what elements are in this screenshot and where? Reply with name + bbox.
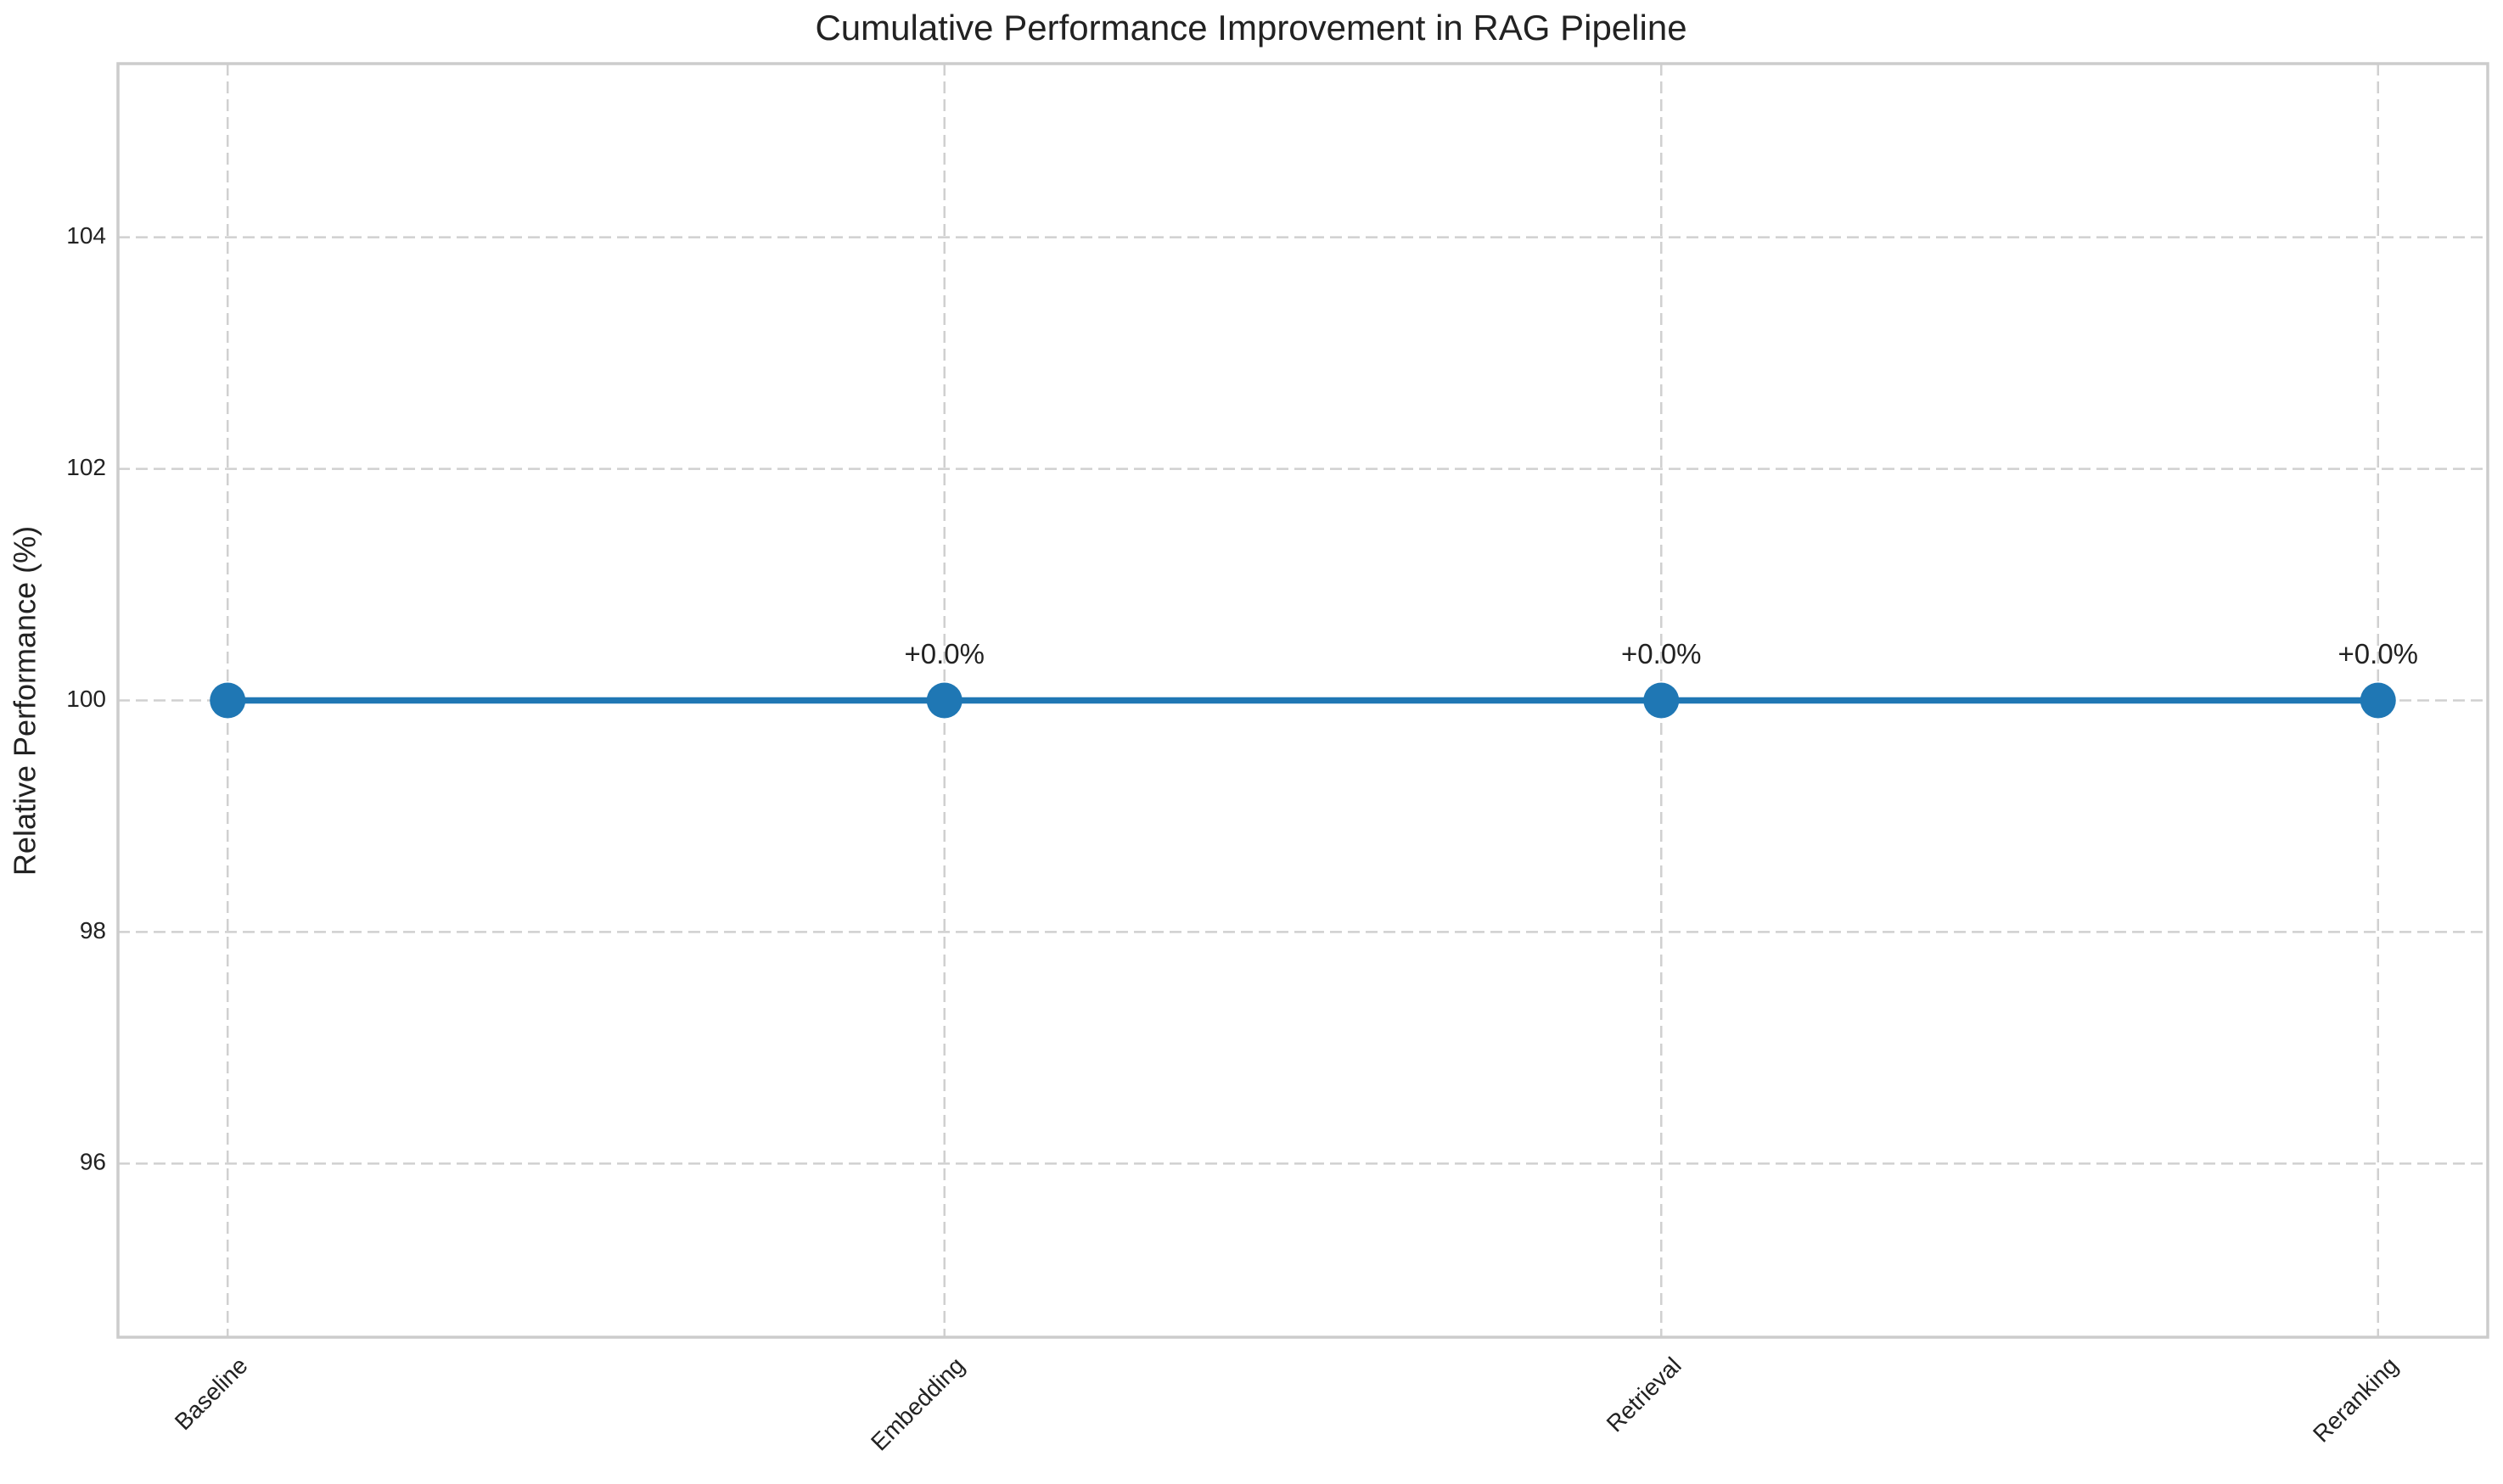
annotation: +0.0% xyxy=(2338,638,2419,669)
y-tick-label: 104 xyxy=(66,222,106,249)
x-tick-label: Retrieval xyxy=(1602,1352,1686,1437)
x-tick-label: Embedding xyxy=(866,1352,969,1456)
y-tick-label: 100 xyxy=(66,686,106,712)
annotation: +0.0% xyxy=(904,638,985,669)
plot-frame xyxy=(116,62,2489,1339)
chart-title: Cumulative Performance Improvement in RA… xyxy=(815,8,1686,48)
marker xyxy=(1643,682,1680,719)
marker xyxy=(926,682,962,719)
marker xyxy=(2360,682,2396,719)
marker xyxy=(210,682,246,719)
x-tick-label: Reranking xyxy=(2308,1352,2403,1448)
y-tick-label: 96 xyxy=(80,1149,106,1175)
y-tick-label: 102 xyxy=(66,454,106,480)
annotation: +0.0% xyxy=(1621,638,1702,669)
x-tick-label: Baseline xyxy=(170,1352,253,1436)
y-tick-label: 98 xyxy=(80,917,106,944)
y-axis-label: Relative Performance (%) xyxy=(8,526,42,876)
